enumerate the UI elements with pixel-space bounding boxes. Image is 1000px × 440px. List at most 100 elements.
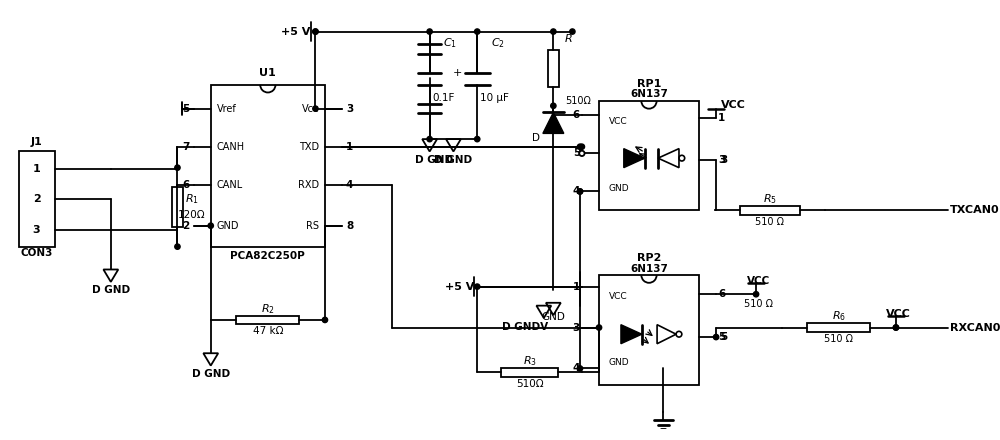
Text: TXCAN0: TXCAN0 — [950, 205, 1000, 216]
Text: U1: U1 — [259, 69, 276, 78]
Text: 3: 3 — [718, 155, 725, 165]
Text: 3: 3 — [33, 224, 40, 235]
Text: D GNDV: D GNDV — [502, 322, 548, 332]
Circle shape — [577, 144, 583, 150]
Circle shape — [596, 325, 602, 330]
Bar — [236, 315, 299, 324]
Text: 510 Ω: 510 Ω — [824, 334, 853, 344]
Circle shape — [713, 334, 719, 340]
Bar — [807, 323, 870, 332]
Circle shape — [551, 103, 556, 109]
Polygon shape — [621, 325, 642, 344]
Text: TXD: TXD — [299, 142, 319, 152]
Text: Vref: Vref — [216, 104, 236, 114]
Text: PCA82C250P: PCA82C250P — [230, 251, 305, 261]
Circle shape — [753, 292, 759, 297]
Bar — [599, 275, 699, 385]
Text: 4: 4 — [573, 363, 580, 374]
Text: 510Ω: 510Ω — [565, 96, 591, 106]
Circle shape — [577, 189, 583, 194]
Text: 6N137: 6N137 — [630, 264, 668, 274]
Circle shape — [577, 189, 583, 194]
Text: GND: GND — [609, 184, 629, 193]
Text: 5: 5 — [720, 332, 727, 342]
Circle shape — [475, 136, 480, 142]
Text: $R_1$: $R_1$ — [185, 193, 199, 206]
Text: CANH: CANH — [216, 142, 245, 152]
Bar — [211, 85, 325, 247]
Text: R: R — [565, 34, 573, 44]
Polygon shape — [543, 113, 564, 133]
Text: 6: 6 — [183, 180, 190, 190]
Bar — [740, 206, 800, 215]
Text: 1: 1 — [346, 142, 353, 152]
Text: 1: 1 — [718, 113, 725, 123]
Text: 47 kΩ: 47 kΩ — [253, 326, 283, 336]
Text: 510 Ω: 510 Ω — [744, 299, 773, 309]
Circle shape — [577, 366, 583, 371]
Bar — [599, 101, 699, 210]
Text: $C_1$: $C_1$ — [443, 36, 457, 50]
Text: 8: 8 — [346, 221, 353, 231]
Text: 6: 6 — [573, 110, 580, 120]
Text: D GND: D GND — [434, 155, 472, 165]
Text: 4: 4 — [346, 180, 353, 190]
Bar — [501, 368, 558, 377]
Circle shape — [579, 144, 585, 150]
Circle shape — [475, 284, 480, 289]
Circle shape — [427, 29, 432, 34]
Text: 3: 3 — [720, 155, 727, 165]
Text: D: D — [532, 133, 540, 143]
Text: RXCAN0: RXCAN0 — [950, 323, 1000, 333]
Text: 10 μF: 10 μF — [480, 93, 509, 103]
Text: GND: GND — [541, 312, 565, 322]
Circle shape — [893, 325, 899, 330]
Text: 510Ω: 510Ω — [516, 379, 543, 389]
Text: Vcc: Vcc — [302, 104, 319, 114]
Text: VCC: VCC — [747, 276, 771, 286]
Circle shape — [893, 325, 899, 330]
Text: VCC: VCC — [886, 309, 911, 319]
Bar — [19, 151, 55, 247]
Text: VCC: VCC — [609, 117, 627, 126]
Text: CANL: CANL — [216, 180, 243, 190]
Text: 2: 2 — [33, 194, 40, 204]
Text: GND: GND — [609, 358, 629, 367]
Circle shape — [322, 317, 328, 323]
Circle shape — [579, 151, 585, 156]
Text: CON3: CON3 — [20, 248, 53, 258]
Circle shape — [175, 244, 180, 249]
Text: +5 V: +5 V — [281, 26, 311, 37]
Text: $R_6$: $R_6$ — [832, 309, 846, 323]
Text: D GND: D GND — [92, 286, 130, 295]
Text: VCC: VCC — [609, 292, 627, 301]
Circle shape — [475, 29, 480, 34]
Circle shape — [570, 29, 575, 34]
Text: RP1: RP1 — [637, 79, 661, 89]
Text: VCC: VCC — [721, 100, 746, 110]
Text: $C_2$: $C_2$ — [491, 36, 504, 50]
Text: $R_5$: $R_5$ — [763, 192, 777, 206]
Text: 510 Ω: 510 Ω — [755, 217, 784, 227]
Circle shape — [208, 223, 213, 228]
Text: 0.1F: 0.1F — [432, 93, 455, 103]
Circle shape — [427, 136, 432, 142]
Text: 120Ω: 120Ω — [178, 210, 206, 220]
Bar — [548, 50, 559, 87]
Polygon shape — [624, 149, 645, 168]
Circle shape — [551, 29, 556, 34]
Text: $R_3$: $R_3$ — [523, 354, 537, 368]
Text: 6: 6 — [718, 289, 725, 299]
Text: RP2: RP2 — [637, 253, 661, 263]
Text: 3: 3 — [346, 104, 353, 114]
Text: 7: 7 — [182, 142, 190, 152]
Text: 1: 1 — [33, 164, 40, 174]
Text: J1: J1 — [31, 137, 42, 147]
Text: GND: GND — [216, 221, 239, 231]
Bar — [172, 187, 183, 227]
Circle shape — [313, 29, 318, 34]
Text: RXD: RXD — [298, 180, 319, 190]
Text: 2: 2 — [183, 221, 190, 231]
Text: 4: 4 — [573, 187, 580, 196]
Text: 6N137: 6N137 — [630, 89, 668, 99]
